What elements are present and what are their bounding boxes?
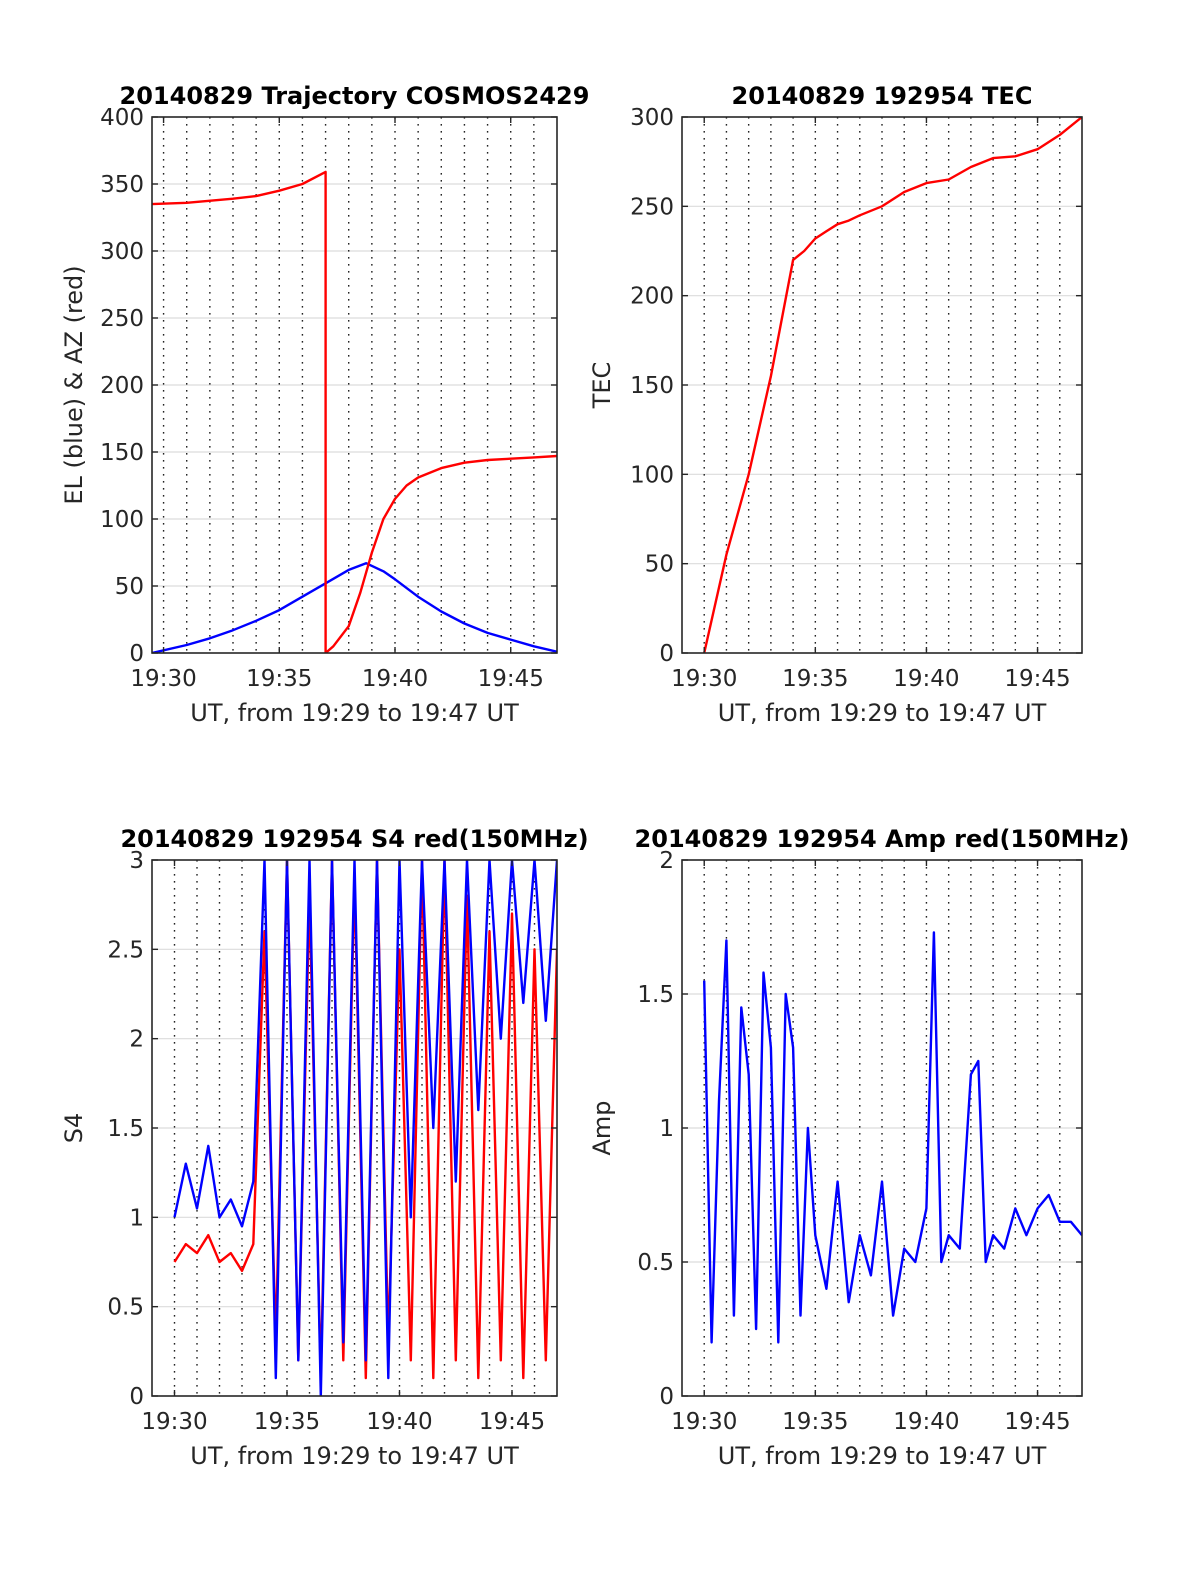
amp-ytick-label: 1.5 (637, 982, 674, 1008)
trajectory-ytick-label: 250 (100, 306, 144, 332)
tec-chart-title: 20140829 192954 TEC (732, 82, 1033, 110)
s4-ytick-label: 0.5 (107, 1295, 144, 1321)
trajectory-xtick-label: 19:40 (362, 666, 428, 692)
s4-x-axis-label: UT, from 19:29 to 19:47 UT (190, 1442, 519, 1470)
amp-xtick-label: 19:40 (893, 1409, 959, 1435)
trajectory-ytick-label: 0 (129, 641, 144, 667)
tec-xtick-label: 19:30 (671, 666, 737, 692)
tec-xtick-label: 19:35 (782, 666, 848, 692)
trajectory-x-axis-label: UT, from 19:29 to 19:47 UT (190, 699, 519, 727)
s4-xtick-label: 19:40 (366, 1409, 432, 1435)
s4-ytick-label: 1.5 (107, 1116, 144, 1142)
s4-xtick-label: 19:35 (254, 1409, 320, 1435)
trajectory-series-1 (152, 170, 557, 653)
panel-s4: 0 0.5 1 1.5 2 2.5 3 19:30 19:35 19:40 19:45 2014082… (60, 825, 589, 1470)
trajectory-xtick-label: 19:30 (130, 666, 196, 692)
trajectory-ytick-label: 300 (100, 239, 144, 265)
panel-tec: 0 50 100 150 200 250 300 19:30 19:35 19:40 19:45 20… (588, 82, 1083, 727)
s4-y-axis-label: S4 (60, 1113, 88, 1144)
tec-ytick-label: 200 (630, 284, 674, 310)
trajectory-ytick-label: 150 (100, 440, 144, 466)
tec-xtick-label: 19:45 (1004, 666, 1070, 692)
tec-ytick-label: 150 (630, 373, 674, 399)
tec-ytick-label: 0 (659, 641, 674, 667)
s4-ytick-label: 2 (129, 1027, 144, 1053)
tec-ytick-label: 50 (645, 552, 674, 578)
s4-xtick-label: 19:30 (141, 1409, 207, 1435)
panel-trajectory: 0 50 100 150 200 250 300 350 400 19:30 19:35 19:40 1… (60, 82, 589, 727)
trajectory-ytick-label: 350 (100, 172, 144, 198)
trajectory-xtick-label: 19:45 (478, 666, 544, 692)
tec-ytick-label: 100 (630, 462, 674, 488)
trajectory-y-axis-label: EL (blue) & AZ (red) (60, 265, 88, 504)
s4-series-0 (173, 860, 557, 1380)
s4-chart-title: 20140829 192954 S4 red(150MHz) (120, 825, 588, 853)
tec-series-0 (703, 117, 1082, 653)
amp-chart-title: 20140829 192954 Amp red(150MHz) (635, 825, 1130, 853)
s4-ytick-label: 0 (129, 1384, 144, 1410)
trajectory-ytick-label: 50 (115, 574, 144, 600)
trajectory-chart-title: 20140829 Trajectory COSMOS2429 (120, 82, 590, 110)
amp-x-axis-label: UT, from 19:29 to 19:47 UT (718, 1442, 1047, 1470)
trajectory-ytick-label: 100 (100, 507, 144, 533)
s4-ytick-label: 3 (129, 848, 144, 874)
tec-ytick-label: 250 (630, 194, 674, 220)
s4-xtick-label: 19:45 (479, 1409, 545, 1435)
tec-x-axis-label: UT, from 19:29 to 19:47 UT (718, 699, 1047, 727)
tec-y-axis-label: TEC (588, 362, 616, 410)
tec-xtick-label: 19:40 (893, 666, 959, 692)
amp-xtick-label: 19:45 (1004, 1409, 1070, 1435)
amp-ytick-label: 2 (659, 848, 674, 874)
trajectory-xtick-label: 19:35 (246, 666, 312, 692)
amp-ytick-label: 0 (659, 1384, 674, 1410)
trajectory-ytick-label: 400 (100, 105, 144, 131)
tec-ytick-label: 300 (630, 105, 674, 131)
amp-xtick-label: 19:35 (782, 1409, 848, 1435)
amp-y-axis-label: Amp (588, 1100, 616, 1155)
amp-ytick-label: 1 (659, 1116, 674, 1142)
trajectory-ytick-label: 200 (100, 373, 144, 399)
s4-ytick-label: 2.5 (107, 937, 144, 963)
s4-ytick-label: 1 (129, 1205, 144, 1231)
s4-series-1 (173, 860, 557, 1396)
trajectory-series-0 (152, 562, 557, 653)
amp-xtick-label: 19:30 (671, 1409, 737, 1435)
amp-series-0 (703, 931, 1082, 1344)
panel-amp: 0 0.5 1 1.5 2 19:30 19:35 19:40 19:45 20140829 19… (588, 825, 1129, 1470)
amp-ytick-label: 0.5 (637, 1250, 674, 1276)
